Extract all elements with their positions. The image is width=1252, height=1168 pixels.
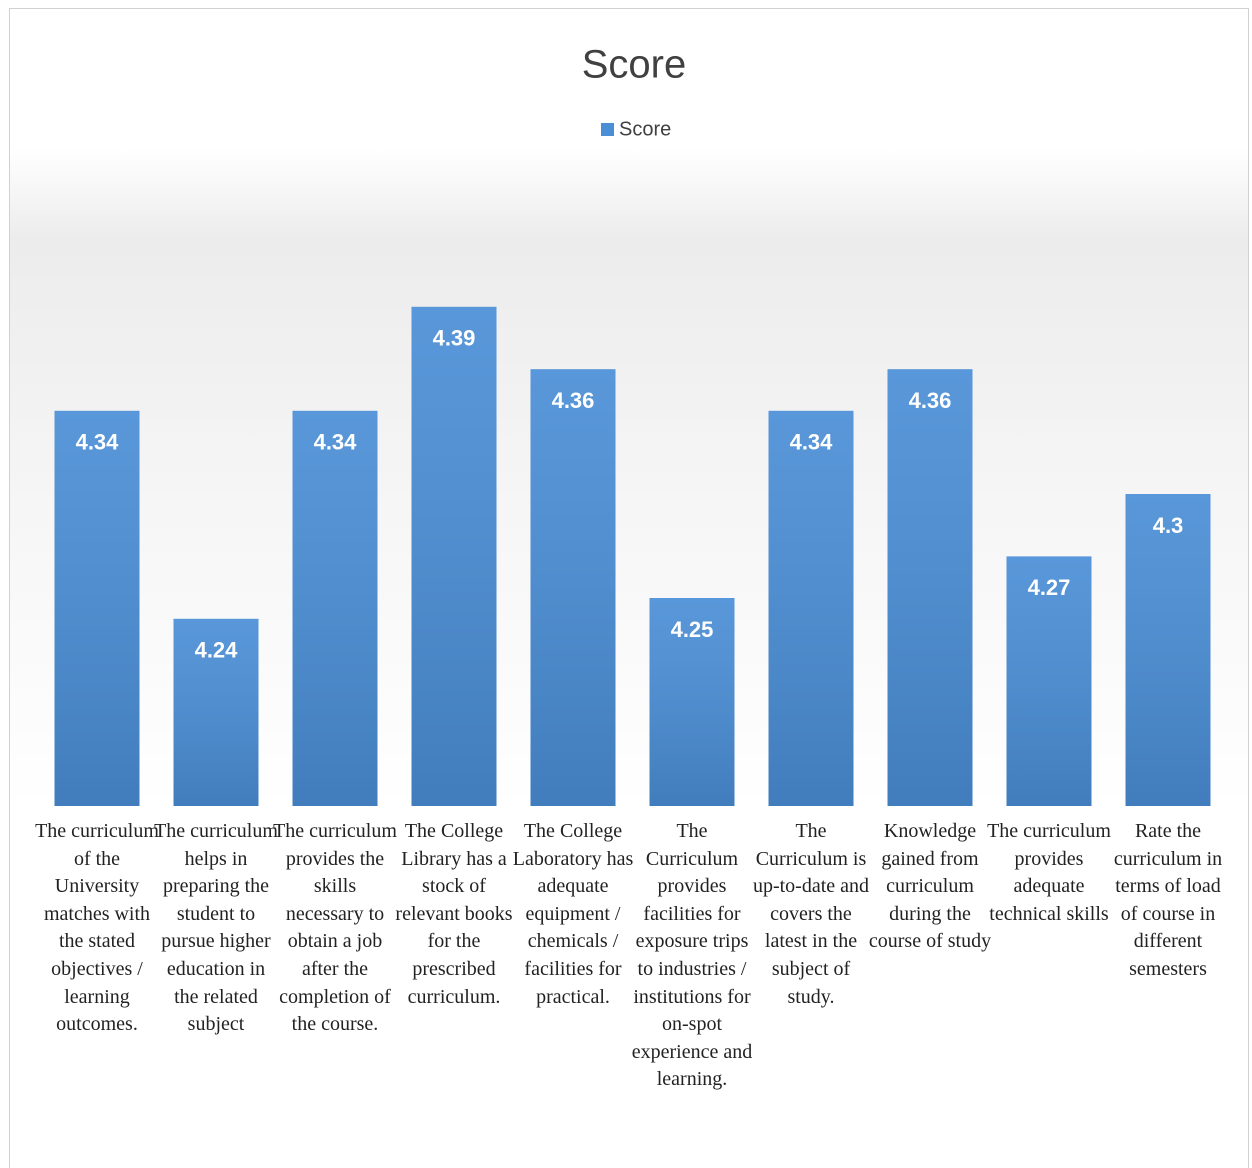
bar: [292, 410, 378, 806]
chart-title: Score: [582, 43, 687, 87]
bar: [54, 410, 140, 806]
x-tick-label: The curriculum provides the skills neces…: [273, 820, 397, 1036]
data-label: 4.39: [433, 326, 476, 351]
x-tick-label: The Curriculum is up-to-date and covers …: [752, 820, 870, 1008]
x-tick-label: Rate the curriculum in terms of load of …: [1113, 820, 1223, 980]
data-label: 4.36: [552, 388, 595, 413]
data-label: 4.25: [671, 617, 714, 642]
legend-label: Score: [619, 118, 671, 140]
bar: [411, 306, 497, 806]
bar: [530, 369, 616, 806]
data-label: 4.27: [1028, 575, 1071, 600]
data-label: 4.34: [314, 430, 358, 455]
data-label: 4.36: [909, 388, 952, 413]
x-tick-label: The curriculum of the University matches…: [35, 820, 159, 1036]
x-tick-label: The College Laboratory has adequate equi…: [512, 820, 634, 1008]
x-tick-label: The curriculum helps in preparing the st…: [154, 820, 278, 1036]
x-tick-label: The curriculum provides adequate technic…: [987, 820, 1111, 925]
data-label: 4.3: [1153, 513, 1184, 538]
data-label: 4.24: [195, 638, 239, 663]
bar: [1125, 494, 1211, 806]
x-tick-label: The College Library has a stock of relev…: [395, 820, 513, 1008]
bar: [768, 410, 854, 806]
legend-swatch: [601, 123, 614, 136]
x-tick-label: Knowledge gained from curriculum during …: [868, 820, 992, 953]
data-label: 4.34: [76, 430, 120, 455]
data-label: 4.34: [790, 430, 834, 455]
x-tick-label: The Curriculum provides facilities for e…: [631, 820, 753, 1091]
bar: [887, 369, 973, 806]
